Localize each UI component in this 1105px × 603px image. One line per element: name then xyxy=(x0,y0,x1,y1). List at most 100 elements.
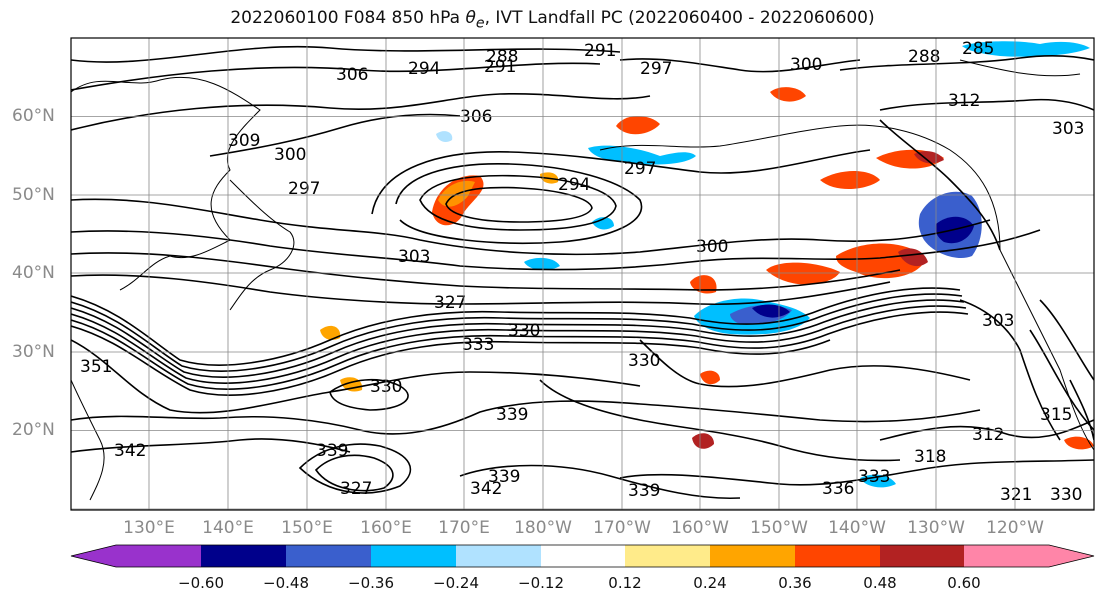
contour-label: 297 xyxy=(288,179,320,199)
colorbar-tick-label: −0.60 xyxy=(178,574,224,592)
lat-label: 40°N xyxy=(12,263,55,283)
contour-line xyxy=(314,454,394,492)
lon-label: 120°W xyxy=(986,518,1044,538)
contour-line xyxy=(71,229,1041,271)
contour-line xyxy=(879,98,1094,111)
contour-label: 318 xyxy=(914,447,946,467)
contour-label: 306 xyxy=(460,107,492,127)
lat-label: 60°N xyxy=(12,106,55,126)
lon-label: 180°W xyxy=(514,518,572,538)
colorbar-tick-label: −0.36 xyxy=(348,574,394,592)
contour-label: 309 xyxy=(228,131,260,151)
contour-line xyxy=(298,443,412,494)
anom-positive xyxy=(1064,436,1094,450)
contour-line xyxy=(619,58,861,73)
contour-label: 339 xyxy=(496,405,528,425)
contour-label: 303 xyxy=(1052,119,1084,139)
contour-label: 300 xyxy=(790,55,822,75)
lon-label: 170°E xyxy=(438,518,490,538)
lat-label: 20°N xyxy=(12,420,55,440)
contour-label: 339 xyxy=(488,467,520,487)
gridlines xyxy=(71,38,1094,510)
lon-label: 160°E xyxy=(360,518,412,538)
contour-label: 306 xyxy=(336,65,368,85)
coastline xyxy=(959,59,1081,77)
contour-line xyxy=(419,174,617,231)
contour-label: 300 xyxy=(696,237,728,257)
contour-line xyxy=(71,305,967,384)
lon-label: 150°E xyxy=(281,518,333,538)
contour-label: 288 xyxy=(486,47,518,67)
anom-positive xyxy=(692,433,714,449)
contour-line xyxy=(1069,379,1094,441)
contour-line xyxy=(71,325,831,396)
contour-label: 291 xyxy=(584,41,616,61)
contour-label: 342 xyxy=(470,479,502,499)
lat-label: 50°N xyxy=(12,185,55,205)
contour-line xyxy=(209,113,461,157)
lon-label: 140°W xyxy=(828,518,886,538)
contour-label: 297 xyxy=(624,159,656,179)
colorbar-tick-label: −0.48 xyxy=(263,574,309,592)
anom-negative xyxy=(436,131,453,142)
lat-label: 30°N xyxy=(12,342,55,362)
contour-line xyxy=(329,378,409,411)
anom-positive xyxy=(766,262,840,285)
lon-label: 160°W xyxy=(671,518,729,538)
contour-line xyxy=(879,119,1001,251)
anom-negative xyxy=(962,41,1090,57)
contour-label: 333 xyxy=(462,335,494,355)
lon-label: 170°W xyxy=(593,518,651,538)
coastline xyxy=(229,179,295,311)
contour-label: 315 xyxy=(1040,405,1072,425)
contour-line xyxy=(395,163,643,244)
contour-line xyxy=(1039,299,1094,381)
colorbar-tick-label: −0.24 xyxy=(433,574,479,592)
contour-label: 327 xyxy=(434,293,466,313)
colorbar-tick-label: 0.36 xyxy=(778,574,812,592)
contour-line xyxy=(71,92,651,131)
contour-line xyxy=(1029,329,1094,431)
colorbar-tick-label: 0.48 xyxy=(863,574,897,592)
contour-labels: 288 291 291 306 294 297 300 288 285 312 … xyxy=(80,39,1084,505)
contour-line xyxy=(459,464,741,500)
contour-label: 312 xyxy=(972,425,1004,445)
contour-label: 303 xyxy=(982,311,1014,331)
map-title: 2022060100 F084 850 hPa θe, IVT Landfall… xyxy=(230,8,875,32)
anom-positive xyxy=(914,151,944,164)
anom-positive xyxy=(700,370,720,385)
contour-line xyxy=(959,299,1061,441)
contour-label: 288 xyxy=(908,47,940,67)
lon-label: 130°W xyxy=(907,518,965,538)
anom-negative xyxy=(524,257,560,271)
contour-label: 333 xyxy=(858,467,890,487)
anom-negative xyxy=(588,145,696,165)
contour-label: 351 xyxy=(80,357,112,377)
colorbar-tick-label: 0.12 xyxy=(608,574,642,592)
contour-line xyxy=(839,55,1094,71)
coastline xyxy=(999,249,1094,451)
contour-line xyxy=(71,287,961,366)
anom-positive xyxy=(820,171,880,190)
contour-label: 336 xyxy=(822,479,854,499)
contour-label: 339 xyxy=(628,481,660,501)
contour-line xyxy=(539,379,901,462)
contour-line xyxy=(71,62,601,91)
anom-negative xyxy=(592,217,614,230)
contour-label: 291 xyxy=(484,57,516,77)
contour-label: 300 xyxy=(274,145,306,165)
contour-line xyxy=(71,400,981,435)
map-frame xyxy=(70,37,1095,511)
contour-line xyxy=(71,198,991,256)
colorbar-tick-label: 0.60 xyxy=(947,574,981,592)
contour-label: 294 xyxy=(558,175,590,195)
contour-label: 339 xyxy=(316,441,348,461)
contour-label: 285 xyxy=(962,39,994,59)
contour-label: 312 xyxy=(948,91,980,111)
contour-label: 330 xyxy=(628,351,660,371)
shading-layer xyxy=(320,41,1094,488)
colorbar-tick-label: −0.12 xyxy=(518,574,564,592)
anom-positive xyxy=(898,248,928,267)
lon-label: 150°W xyxy=(750,518,808,538)
